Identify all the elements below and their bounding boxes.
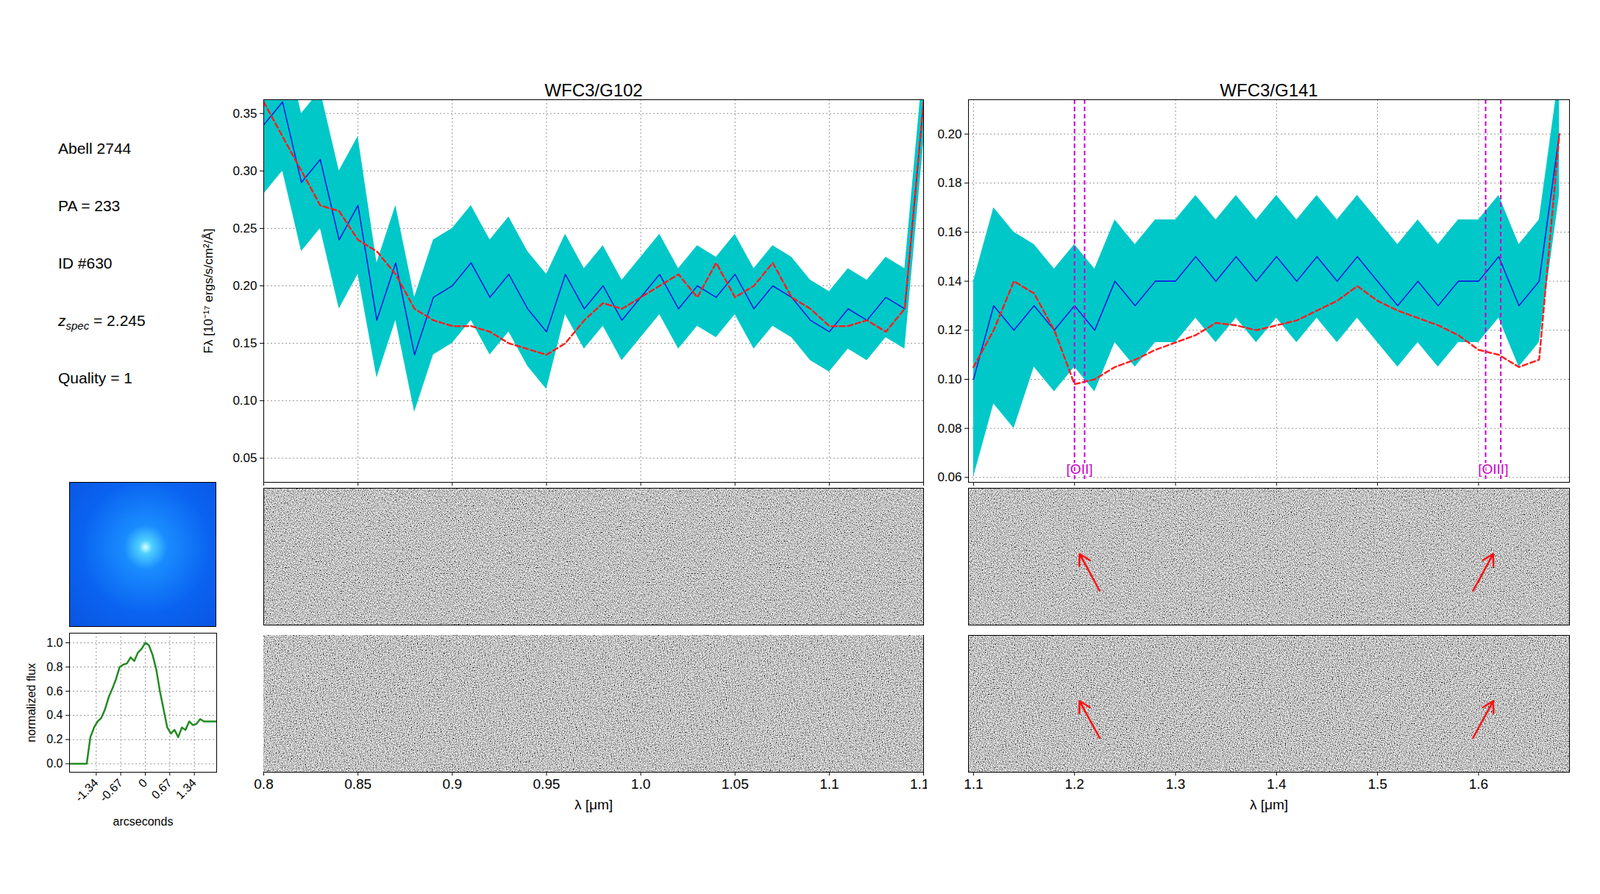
svg-text:-1.34: -1.34 — [72, 776, 101, 805]
html-text:PA = 233: PA = 233 — [58, 197, 121, 215]
svg-text:1.15: 1.15 — [909, 776, 927, 792]
svg-text:0.95: 0.95 — [532, 776, 560, 792]
svg-text:1.3: 1.3 — [1165, 776, 1186, 792]
svg-text:1.2: 1.2 — [1064, 776, 1084, 792]
html-text:Quality = 1: Quality = 1 — [58, 369, 133, 387]
svg-text:normalized flux: normalized flux — [25, 662, 38, 743]
svg-text:1.1: 1.1 — [963, 776, 983, 792]
svg-text:0.16: 0.16 — [937, 225, 962, 240]
svg-text:0: 0 — [136, 776, 150, 790]
html-text:zspec= 2.245: zspec= 2.245 — [58, 311, 146, 332]
svg-text:0.0: 0.0 — [46, 756, 63, 770]
svg-text:1.6: 1.6 — [1469, 776, 1489, 792]
svg-text:0.35: 0.35 — [232, 106, 257, 121]
svg-text:WFC3/G141: WFC3/G141 — [1219, 80, 1318, 101]
svg-text:WFC3/G102: WFC3/G102 — [544, 80, 643, 101]
svg-text:λ [μm]: λ [μm] — [574, 796, 613, 813]
svg-text:0.2: 0.2 — [46, 732, 63, 746]
svg-text:0.8: 0.8 — [46, 660, 63, 674]
html-text:Abell 2744: Abell 2744 — [58, 139, 132, 157]
svg-text:1.0: 1.0 — [46, 636, 63, 649]
svg-text:0.8: 0.8 — [253, 776, 273, 792]
svg-text:[OIII]: [OIII] — [1477, 461, 1509, 477]
svg-text:1.4: 1.4 — [1266, 776, 1287, 792]
svg-text:0.12: 0.12 — [937, 322, 962, 337]
svg-text:0.10: 0.10 — [232, 393, 257, 408]
svg-text:0.85: 0.85 — [344, 776, 372, 792]
svg-text:-0.67: -0.67 — [97, 776, 126, 805]
svg-text:1.1: 1.1 — [819, 776, 839, 792]
svg-text:0.25: 0.25 — [232, 221, 257, 236]
svg-text:0.15: 0.15 — [232, 336, 257, 351]
svg-text:0.05: 0.05 — [232, 450, 257, 465]
svg-text:Fλ [10⁻¹⁷ ergs/s/cm²/Å]: Fλ [10⁻¹⁷ ergs/s/cm²/Å] — [201, 228, 216, 354]
svg-text:1.0: 1.0 — [631, 776, 651, 792]
svg-text:arcseconds: arcseconds — [113, 815, 174, 828]
svg-text:1.34: 1.34 — [173, 776, 199, 802]
svg-text:[OII]: [OII] — [1066, 461, 1094, 477]
html-text:ID #630: ID #630 — [58, 254, 113, 272]
svg-text:0.20: 0.20 — [937, 127, 962, 142]
svg-text:0.6: 0.6 — [46, 684, 63, 698]
svg-text:0.08: 0.08 — [937, 421, 962, 436]
svg-text:0.30: 0.30 — [232, 164, 257, 179]
svg-text:1.5: 1.5 — [1367, 776, 1387, 792]
svg-text:0.14: 0.14 — [937, 274, 962, 289]
svg-text:0.10: 0.10 — [937, 372, 962, 387]
svg-text:0.20: 0.20 — [232, 278, 257, 293]
svg-text:0.06: 0.06 — [937, 470, 962, 485]
svg-text:0.9: 0.9 — [442, 776, 462, 792]
svg-text:λ [μm]: λ [μm] — [1249, 796, 1289, 813]
svg-text:1.05: 1.05 — [721, 776, 749, 792]
svg-text:0.18: 0.18 — [937, 175, 962, 190]
svg-text:0.67: 0.67 — [149, 776, 175, 802]
svg-text:0.4: 0.4 — [46, 708, 63, 721]
